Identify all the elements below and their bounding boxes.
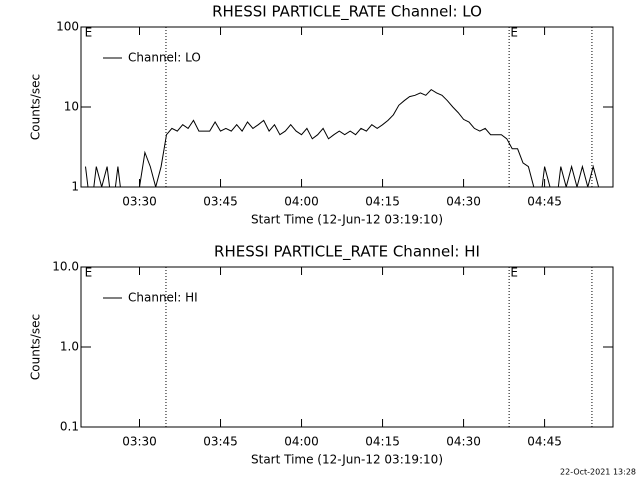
footer: 22-Oct-2021 13:28 — [560, 468, 636, 477]
annotation: E — [510, 26, 518, 40]
x-tick-label: 03:45 — [203, 435, 238, 449]
x-tick-label: 04:15 — [365, 195, 400, 209]
annotation: E — [85, 26, 93, 40]
x-tick-label: 04:30 — [446, 435, 481, 449]
y-axis-label: Counts/sec — [29, 74, 43, 140]
y-tick-label: 10 — [64, 100, 79, 114]
x-tick-label: 04:00 — [284, 435, 319, 449]
annotation: E — [85, 266, 93, 280]
x-tick-label: 04:15 — [365, 435, 400, 449]
y-tick-label: 100 — [56, 20, 79, 34]
y-tick-label: 1.0 — [60, 340, 79, 354]
data-line — [85, 88, 600, 187]
x-tick-label: 03:30 — [122, 195, 157, 209]
x-tick-label: 04:45 — [527, 435, 562, 449]
chart-title: RHESSI PARTICLE_RATE Channel: LO — [212, 3, 482, 22]
y-tick-label: 1 — [71, 180, 79, 194]
x-tick-label: 03:30 — [122, 435, 157, 449]
x-tick-label: 04:30 — [446, 195, 481, 209]
x-tick-label: 04:45 — [527, 195, 562, 209]
x-axis-label: Start Time (12-Jun-12 03:19:10) — [251, 213, 443, 227]
legend-label: Channel: HI — [128, 291, 198, 305]
x-tick-label: 03:45 — [203, 195, 238, 209]
y-tick-label: 0.1 — [60, 420, 79, 434]
y-axis-label: Counts/sec — [29, 314, 43, 380]
chart-title: RHESSI PARTICLE_RATE Channel: HI — [214, 243, 480, 262]
annotation: E — [510, 266, 518, 280]
x-tick-label: 04:00 — [284, 195, 319, 209]
x-axis-label: Start Time (12-Jun-12 03:19:10) — [251, 453, 443, 467]
legend-label: Channel: LO — [128, 51, 201, 65]
y-tick-label: 10.0 — [52, 260, 79, 274]
